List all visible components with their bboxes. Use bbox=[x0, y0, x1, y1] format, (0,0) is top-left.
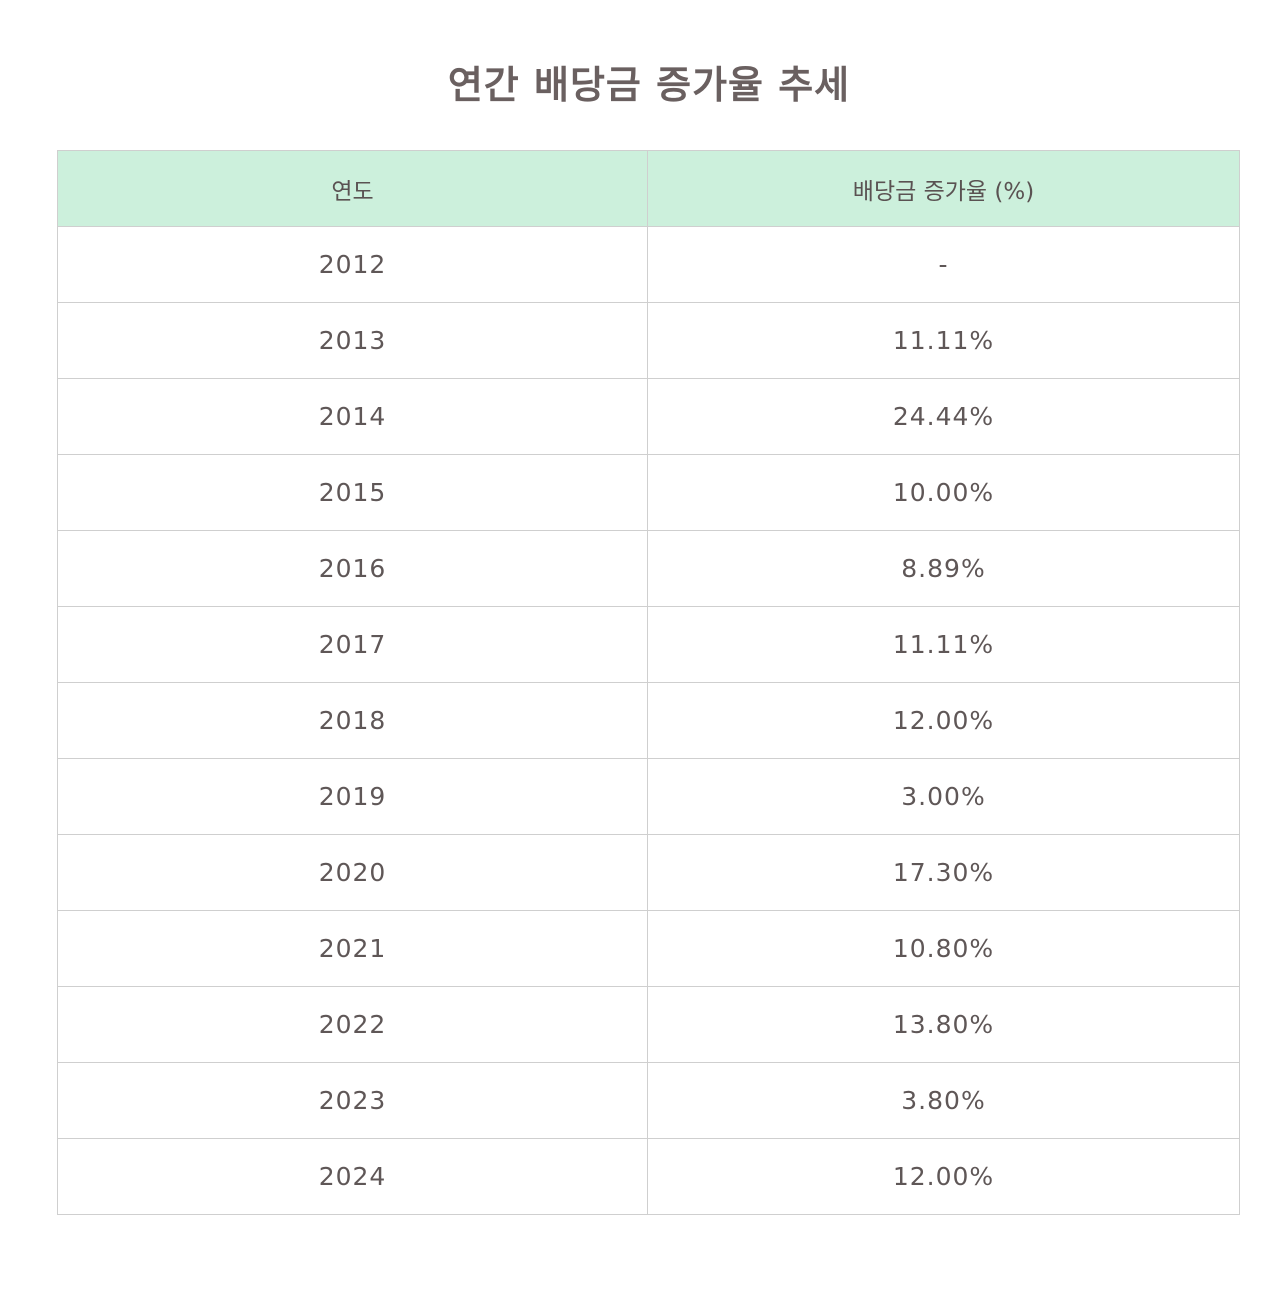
header-row: 연도 배당금 증가율 (%) bbox=[57, 150, 1240, 227]
cell-growth-rate: 11.11% bbox=[647, 302, 1240, 379]
cell-year: 2012 bbox=[57, 226, 648, 303]
table-row: 2019 3.00% bbox=[57, 758, 1240, 835]
table-row: 2013 11.11% bbox=[57, 302, 1240, 379]
cell-growth-rate: 17.30% bbox=[647, 834, 1240, 911]
table-row: 2021 10.80% bbox=[57, 910, 1240, 987]
table-header: 연도 배당금 증가율 (%) bbox=[57, 150, 1240, 227]
table-row: 2016 8.89% bbox=[57, 530, 1240, 607]
cell-year: 2016 bbox=[57, 530, 648, 607]
header-year: 연도 bbox=[57, 150, 648, 227]
table-body: 2012 - 2013 11.11% 2014 24.44% 2015 10.0… bbox=[57, 226, 1240, 1215]
table-row: 2017 11.11% bbox=[57, 606, 1240, 683]
table-row: 2024 12.00% bbox=[57, 1138, 1240, 1215]
cell-year: 2023 bbox=[57, 1062, 648, 1139]
cell-growth-rate: 11.11% bbox=[647, 606, 1240, 683]
cell-year: 2019 bbox=[57, 758, 648, 835]
table-row: 2015 10.00% bbox=[57, 454, 1240, 531]
table-row: 2023 3.80% bbox=[57, 1062, 1240, 1139]
cell-year: 2017 bbox=[57, 606, 648, 683]
cell-growth-rate: 12.00% bbox=[647, 682, 1240, 759]
cell-growth-rate: 10.80% bbox=[647, 910, 1240, 987]
cell-growth-rate: 8.89% bbox=[647, 530, 1240, 607]
cell-growth-rate: 3.80% bbox=[647, 1062, 1240, 1139]
cell-growth-rate: 13.80% bbox=[647, 986, 1240, 1063]
cell-year: 2018 bbox=[57, 682, 648, 759]
cell-year: 2024 bbox=[57, 1138, 648, 1215]
cell-growth-rate: 10.00% bbox=[647, 454, 1240, 531]
table-row: 2014 24.44% bbox=[57, 378, 1240, 455]
table-row: 2020 17.30% bbox=[57, 834, 1240, 911]
cell-year: 2021 bbox=[57, 910, 648, 987]
header-growth-rate: 배당금 증가율 (%) bbox=[647, 150, 1240, 227]
cell-year: 2015 bbox=[57, 454, 648, 531]
table-row: 2022 13.80% bbox=[57, 986, 1240, 1063]
dividend-growth-table-container: 연도 배당금 증가율 (%) 2012 - 2013 11.11% 2014 2… bbox=[57, 150, 1240, 1215]
dividend-growth-table: 연도 배당금 증가율 (%) 2012 - 2013 11.11% 2014 2… bbox=[57, 150, 1240, 1215]
cell-year: 2013 bbox=[57, 302, 648, 379]
table-row: 2012 - bbox=[57, 226, 1240, 303]
cell-growth-rate: 3.00% bbox=[647, 758, 1240, 835]
cell-year: 2022 bbox=[57, 986, 648, 1063]
cell-year: 2014 bbox=[57, 378, 648, 455]
cell-growth-rate: 12.00% bbox=[647, 1138, 1240, 1215]
table-row: 2018 12.00% bbox=[57, 682, 1240, 759]
cell-year: 2020 bbox=[57, 834, 648, 911]
cell-growth-rate: - bbox=[647, 226, 1240, 303]
page-title: 연간 배당금 증가율 추세 bbox=[447, 63, 851, 108]
cell-growth-rate: 24.44% bbox=[647, 378, 1240, 455]
